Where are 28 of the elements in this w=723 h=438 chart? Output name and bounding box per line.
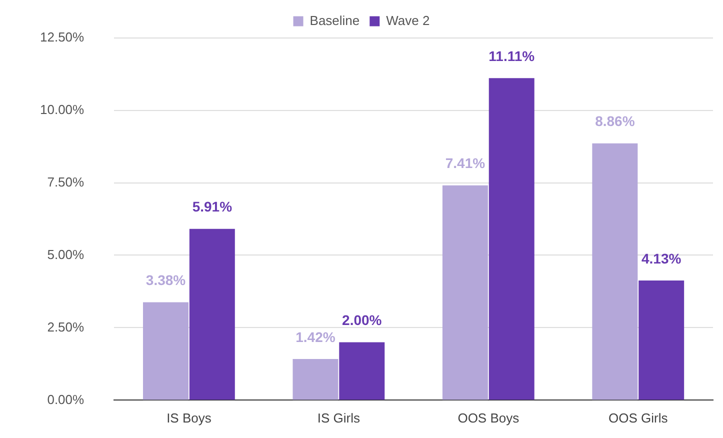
- data-label: 2.00%: [342, 312, 382, 328]
- data-label: 5.91%: [192, 198, 233, 215]
- data-label: 1.42%: [296, 328, 336, 345]
- x-tick-label: IS Girls: [317, 410, 360, 426]
- bar: [638, 280, 684, 400]
- x-tick-label: IS Boys: [166, 410, 212, 426]
- bar: [292, 359, 338, 400]
- legend-label: Wave 2: [386, 12, 430, 28]
- legend-label: Baseline: [310, 12, 360, 28]
- bar: [339, 342, 385, 400]
- data-label: 4.13%: [641, 250, 682, 266]
- y-tick-label: 2.50%: [47, 319, 85, 334]
- bar: [592, 143, 638, 400]
- bar: [488, 78, 534, 400]
- y-tick-label: 7.50%: [47, 174, 85, 190]
- bar: [189, 228, 235, 400]
- y-tick-label: 0.00%: [47, 392, 85, 407]
- y-tick-label: 12.50%: [40, 29, 85, 44]
- y-tick-label: 5.00%: [47, 246, 85, 262]
- x-tick-label: OOS Girls: [608, 410, 668, 426]
- y-tick-label: 10.00%: [40, 102, 85, 117]
- data-label: 11.11%: [488, 48, 536, 64]
- x-tick-label: OOS Boys: [458, 410, 520, 426]
- data-label: 7.41%: [445, 155, 486, 172]
- data-label: 8.86%: [595, 113, 636, 130]
- data-label: 3.38%: [146, 272, 186, 288]
- bar: [143, 302, 188, 400]
- bar: [442, 185, 488, 400]
